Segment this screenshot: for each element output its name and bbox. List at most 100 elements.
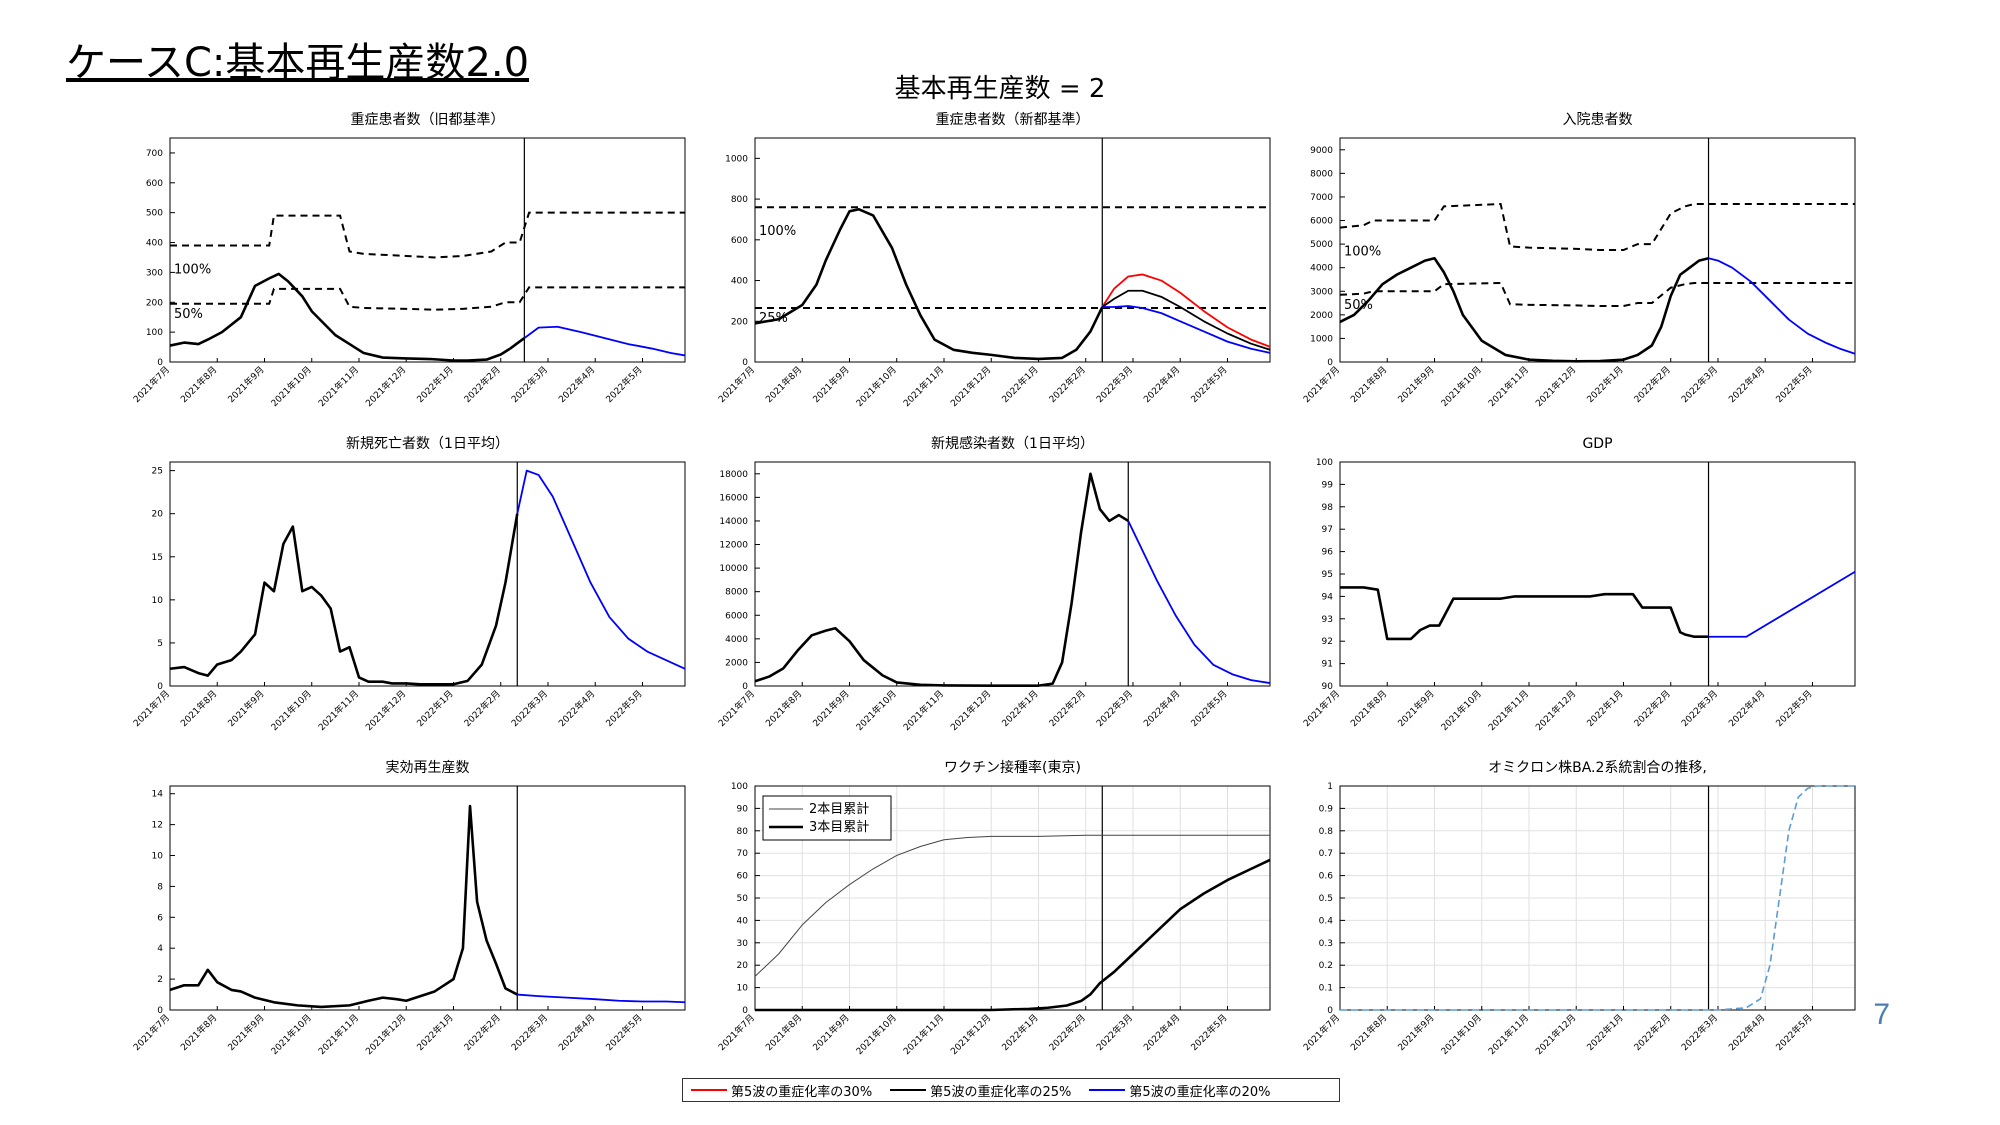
y-tick-label: 9000 [1310, 146, 1333, 156]
series-line-history [169, 804, 518, 1009]
threshold-label: 50% [174, 307, 203, 322]
y-tick-label: 10 [152, 852, 164, 862]
y-tick-label: 50 [737, 894, 749, 904]
x-tick-label: 2021年7月 [1301, 1012, 1342, 1053]
legend-label: 2本目累計 [809, 801, 869, 817]
x-tick-label: 2021年7月 [1301, 688, 1342, 729]
capacity-threshold-line [170, 286, 685, 311]
y-tick-label: 400 [146, 239, 163, 249]
chart-title: オミクロン株BA.2系統割合の推移, [1488, 759, 1707, 776]
chart-panel-7: ワクチン接種率(東京) 0 10 20 30 40 50 60 70 80 90 100 2021年7月… [716, 759, 1271, 1058]
legend-label: 第5波の重症化率の25% [930, 1084, 1072, 1100]
x-tick-label: 2022年5月 [1773, 1012, 1814, 1053]
x-tick-label: 2022年3月 [1679, 688, 1720, 729]
y-tick-label: 7000 [1310, 193, 1333, 203]
series-line-red [1101, 273, 1271, 348]
slide-title: ケースC:基本再生産数2.0 [66, 40, 530, 86]
y-tick-label: 2000 [1310, 311, 1333, 321]
legend-swatch [1089, 1089, 1126, 1091]
x-tick-label: 2021年11月 [316, 364, 362, 410]
y-tick-label: 60 [737, 872, 749, 882]
axis-box [169, 785, 686, 1011]
y-tick-label: 96 [1322, 548, 1334, 558]
y-tick-label: 99 [1322, 480, 1334, 490]
chart-panel-2: 入院患者数 0 1000 2000 3000 4000 5000 6000 7000 8000 90… [1301, 112, 1856, 410]
series-line-black [1101, 289, 1271, 351]
x-tick-label: 2021年8月 [178, 688, 219, 729]
legend-label: 第5波の重症化率の20% [1129, 1084, 1271, 1100]
x-tick-label: 2021年11月 [901, 1012, 947, 1058]
x-tick-label: 2021年10月 [853, 1012, 899, 1058]
x-tick-label: 2022年4月 [1726, 1012, 1767, 1053]
y-tick-label: 4000 [725, 635, 748, 645]
y-tick-label: 0.4 [1319, 916, 1334, 926]
y-tick-label: 5 [157, 639, 163, 649]
x-tick-label: 2021年12月 [948, 364, 994, 410]
page-number: 7 [1873, 998, 1890, 1031]
x-tick-label: 2021年8月 [178, 364, 219, 405]
x-tick-label: 2022年4月 [556, 688, 597, 729]
y-tick-label: 8000 [1310, 169, 1333, 179]
y-tick-label: 95 [1322, 570, 1333, 580]
axis-box [1339, 461, 1856, 687]
series-line-projection [1102, 305, 1271, 354]
x-tick-label: 2021年11月 [901, 364, 947, 410]
y-tick-label: 0.8 [1319, 827, 1334, 837]
series-line-projection [516, 469, 686, 670]
x-tick-label: 2021年9月 [810, 1012, 851, 1053]
x-tick-label: 2021年11月 [1486, 1012, 1532, 1058]
x-tick-label: 2022年3月 [1094, 364, 1135, 405]
x-tick-label: 2021年12月 [363, 364, 409, 410]
x-tick-label: 2021年9月 [225, 364, 266, 405]
y-tick-label: 10000 [719, 564, 748, 574]
series-line-projection [523, 325, 686, 357]
x-tick-label: 2022年5月 [603, 688, 644, 729]
legend-swatch [691, 1089, 727, 1091]
x-tick-label: 2021年7月 [131, 1012, 172, 1053]
x-tick-label: 2022年1月 [1584, 364, 1625, 405]
legend-label: 3本目累計 [809, 819, 869, 835]
chart-panel-5: GDP 90 91 92 93 94 95 96 97 98 99 100 2021年7月 2021年8月… [1301, 436, 1856, 733]
x-tick-label: 2021年7月 [131, 688, 172, 729]
chart-panel-8: オミクロン株BA.2系統割合の推移, 0 0.1 0.2 0.3 0.4 0.5 0.6 0.7… [1301, 759, 1856, 1058]
chart-panel-4: 新規感染者数（1日平均） 0 2000 4000 6000 8000 10000 12000 1… [716, 435, 1271, 733]
x-tick-label: 2022年5月 [1773, 364, 1814, 405]
legend-swatch [890, 1089, 927, 1091]
scenario-legend: 第5波の重症化率の30% 第5波の重症化率の25% 第5波の重症化率の20% [682, 1078, 1340, 1102]
threshold-label: 25% [759, 311, 788, 326]
x-tick-label: 2021年10月 [1438, 364, 1484, 410]
y-tick-label: 93 [1322, 615, 1333, 625]
y-tick-label: 20 [152, 510, 164, 520]
y-tick-label: 12000 [719, 541, 748, 551]
x-tick-label: 2021年10月 [853, 364, 899, 410]
x-tick-label: 2022年2月 [1046, 1012, 1087, 1053]
y-tick-label: 600 [731, 236, 748, 246]
x-tick-label: 2021年12月 [948, 1012, 994, 1058]
threshold-label: 100% [1344, 245, 1381, 260]
y-tick-label: 0.5 [1319, 894, 1333, 904]
y-tick-label: 400 [731, 277, 748, 287]
x-tick-label: 2021年9月 [810, 688, 851, 729]
threshold-label: 100% [174, 263, 211, 278]
y-tick-label: 6000 [1310, 217, 1333, 227]
x-tick-label: 2021年8月 [763, 364, 804, 405]
x-tick-label: 2021年9月 [810, 364, 851, 405]
x-tick-label: 2021年8月 [763, 688, 804, 729]
x-tick-label: 2022年2月 [1046, 364, 1087, 405]
x-tick-label: 2022年4月 [1141, 364, 1182, 405]
x-tick-label: 2022年4月 [556, 1012, 597, 1053]
series-line-projection [1708, 570, 1856, 638]
series-line-history [1339, 256, 1709, 363]
x-tick-label: 2022年4月 [1141, 1012, 1182, 1053]
y-tick-label: 8 [157, 882, 163, 892]
x-tick-label: 2022年2月 [1631, 364, 1672, 405]
x-tick-label: 2022年3月 [1679, 364, 1720, 405]
x-tick-label: 2022年5月 [1188, 364, 1229, 405]
y-tick-label: 0.2 [1319, 961, 1333, 971]
axis-box [754, 461, 1271, 687]
chart-title: 重症患者数（旧都基準） [351, 111, 505, 128]
y-tick-label: 14 [152, 790, 164, 800]
series-line-history [169, 272, 511, 362]
